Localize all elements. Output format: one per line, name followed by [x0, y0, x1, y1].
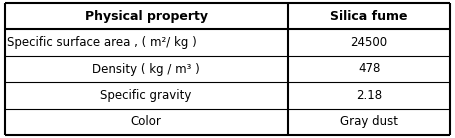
Text: Specific gravity: Specific gravity	[101, 89, 192, 102]
Text: Color: Color	[131, 116, 162, 128]
Text: Physical property: Physical property	[85, 10, 207, 22]
Text: 24500: 24500	[350, 36, 388, 49]
Text: Specific surface area , ( m²/ kg ): Specific surface area , ( m²/ kg )	[7, 36, 197, 49]
Text: 478: 478	[358, 63, 380, 75]
Text: 2.18: 2.18	[356, 89, 382, 102]
Text: Silica fume: Silica fume	[330, 10, 408, 22]
Text: Density ( kg / m³ ): Density ( kg / m³ )	[92, 63, 200, 75]
Text: Gray dust: Gray dust	[340, 116, 398, 128]
